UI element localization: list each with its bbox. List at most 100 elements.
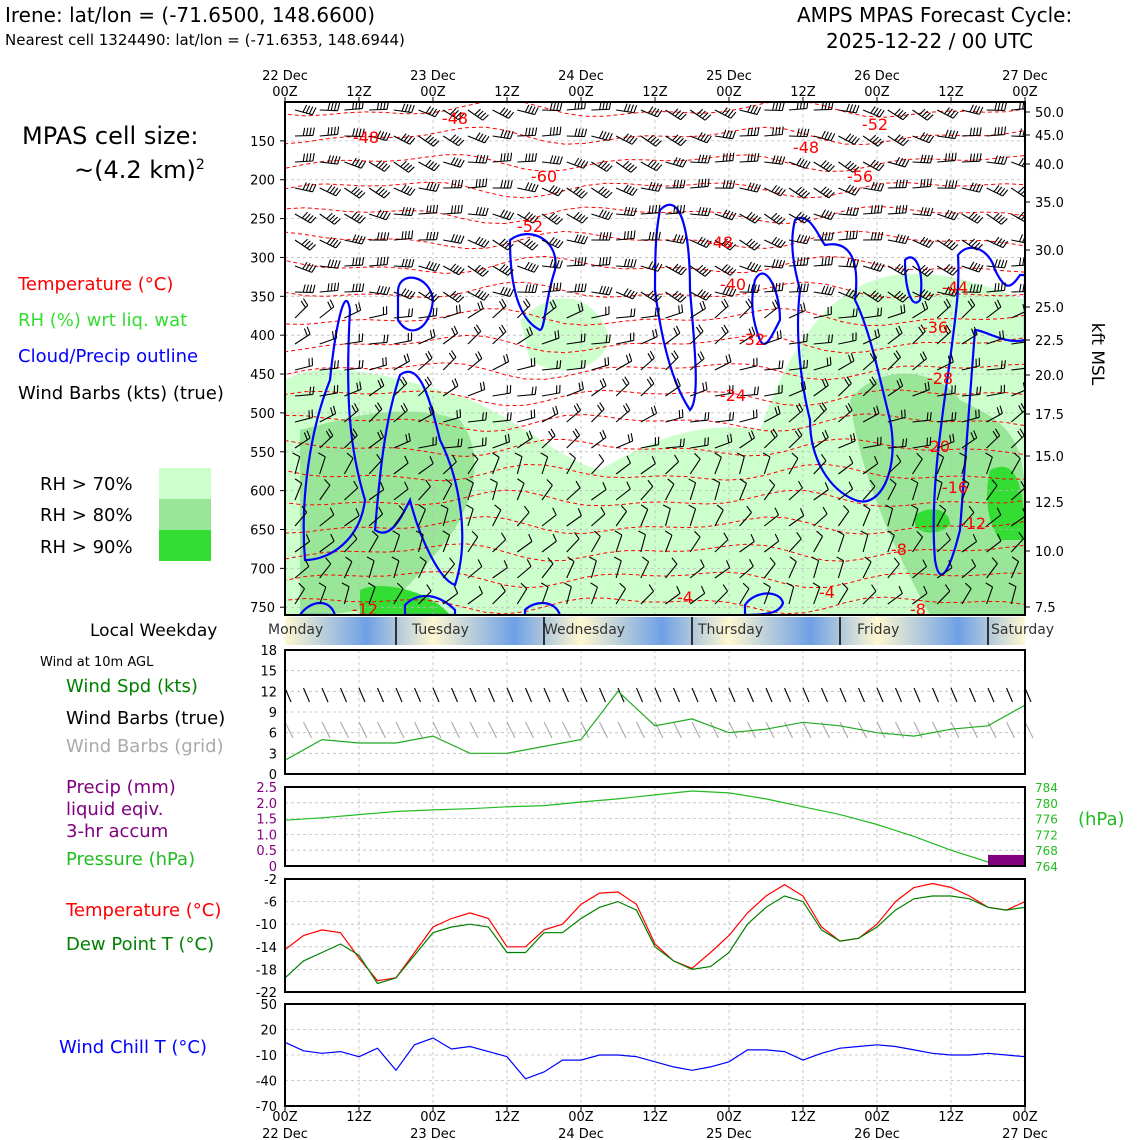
wind-barb-feather	[874, 138, 882, 145]
wind-barb-feather	[750, 153, 753, 162]
wind-barb-feather	[736, 452, 745, 458]
wind-barb	[319, 212, 341, 225]
wind-barb-feather	[353, 188, 361, 195]
wind-barb-feather	[905, 438, 908, 447]
wind-barb-feather	[457, 296, 465, 303]
wind-barb-feather	[330, 259, 335, 268]
sfc-barb-true	[580, 687, 588, 703]
wind-barb-feather	[1018, 405, 1024, 413]
wind-barb	[690, 178, 710, 189]
wind-barb-feather	[440, 504, 449, 510]
wind-barb	[344, 532, 358, 553]
wind-barb-feather	[504, 267, 512, 275]
wind-barb	[912, 585, 928, 605]
wind-barb-feather	[873, 455, 879, 464]
wind-barb-feather	[746, 261, 753, 270]
bottom-hour-label: 12Z	[790, 1110, 816, 1125]
wind-barb	[985, 452, 993, 475]
wind-barb-feather	[954, 152, 957, 161]
wind-barb	[936, 354, 954, 371]
wind-barb-feather	[772, 283, 775, 292]
wind-barb	[714, 504, 724, 527]
wind-barb	[665, 557, 678, 579]
wind-barb-feather	[529, 326, 533, 335]
wind-barb	[961, 409, 980, 423]
wind-barb-feather	[800, 508, 805, 516]
wind-barb-feather	[772, 102, 775, 111]
wind-barb-feather	[732, 412, 735, 421]
wind-barb-feather	[598, 160, 605, 167]
wind-barb-feather	[681, 304, 684, 313]
wind-barb-feather	[848, 481, 854, 490]
cloud-outline-2	[396, 276, 435, 332]
wind-barb-feather	[799, 159, 805, 167]
chill-panel-ytick-label: 20	[260, 1024, 277, 1039]
wind-barb-feather	[680, 113, 687, 121]
wind-barb-feather	[356, 382, 359, 391]
wind-barb	[838, 455, 854, 475]
wind-barb-feather	[577, 128, 581, 137]
wind-barb-feather	[921, 266, 929, 274]
wind-barb	[937, 180, 958, 189]
cloud-outline-0	[302, 300, 367, 562]
wind-barb	[838, 308, 858, 319]
wind-barb-feather	[673, 327, 678, 336]
wind-barb-feather	[432, 183, 437, 191]
wind-barb-staff	[344, 487, 359, 501]
wind-barb-staff	[961, 456, 968, 475]
wind-barb-staff	[936, 482, 943, 501]
wind-barb	[764, 155, 786, 165]
wind-barb-feather	[895, 234, 900, 242]
wind-barb-feather	[905, 204, 908, 213]
wind-barb	[392, 530, 401, 553]
wind-barb-feather	[904, 235, 910, 244]
wind-barb-feather	[549, 236, 555, 244]
wind-barb	[813, 429, 829, 449]
rh-region-1	[520, 298, 610, 371]
wind-barb-feather	[385, 212, 391, 221]
wind-barb-feather	[528, 430, 533, 439]
wind-barb-feather	[457, 205, 460, 214]
sfc-barb-true	[913, 687, 921, 703]
wind-barb-feather	[697, 132, 703, 140]
legend-rh-90: RH > 90%	[40, 537, 133, 558]
wind-barb	[764, 126, 784, 137]
wind-barb-feather	[312, 153, 315, 162]
kft-tick-label: 7.5	[1035, 601, 1056, 616]
wind-barb-feather	[575, 188, 583, 195]
wind-barb	[739, 238, 761, 251]
wind-barb-feather	[671, 352, 677, 360]
wind-barb-feather	[954, 288, 959, 297]
wind-barb	[813, 285, 835, 296]
wind-barb-feather	[331, 216, 338, 223]
wind-barb-feather	[549, 184, 555, 192]
wind-barb-staff	[344, 515, 360, 527]
wind-barb-feather	[318, 582, 327, 588]
wind-barb	[517, 357, 536, 371]
chill-panel-ytick-label: 50	[260, 998, 277, 1013]
wind-barb-feather	[702, 292, 709, 300]
legend-wind-barbs: Wind Barbs (kts) (true)	[18, 383, 224, 404]
wind-barb-feather	[1000, 102, 1004, 111]
wind-barb	[862, 556, 872, 579]
wind-barb-feather	[774, 407, 778, 416]
wind-barb	[862, 290, 885, 303]
wind-barb-feather	[402, 162, 410, 169]
pressure-right-tick-label: 768	[1035, 844, 1058, 858]
wind-barb-feather	[949, 110, 956, 118]
wind-barb	[788, 333, 808, 345]
wind-barb	[344, 257, 365, 267]
wind-barb-staff	[516, 541, 533, 553]
wind-barb	[762, 452, 771, 475]
wind-barb-feather	[647, 134, 654, 142]
wind-barb-feather	[327, 259, 331, 268]
wind-barb-feather	[725, 355, 729, 364]
wind-barb-staff	[763, 586, 771, 605]
wind-barb-feather	[429, 261, 434, 270]
wind-barb-feather	[830, 287, 835, 296]
wind-barb-feather	[775, 102, 779, 111]
wind-barb	[689, 289, 712, 301]
pressure-tick-label: 200	[250, 174, 275, 189]
wind-barb	[640, 405, 658, 423]
